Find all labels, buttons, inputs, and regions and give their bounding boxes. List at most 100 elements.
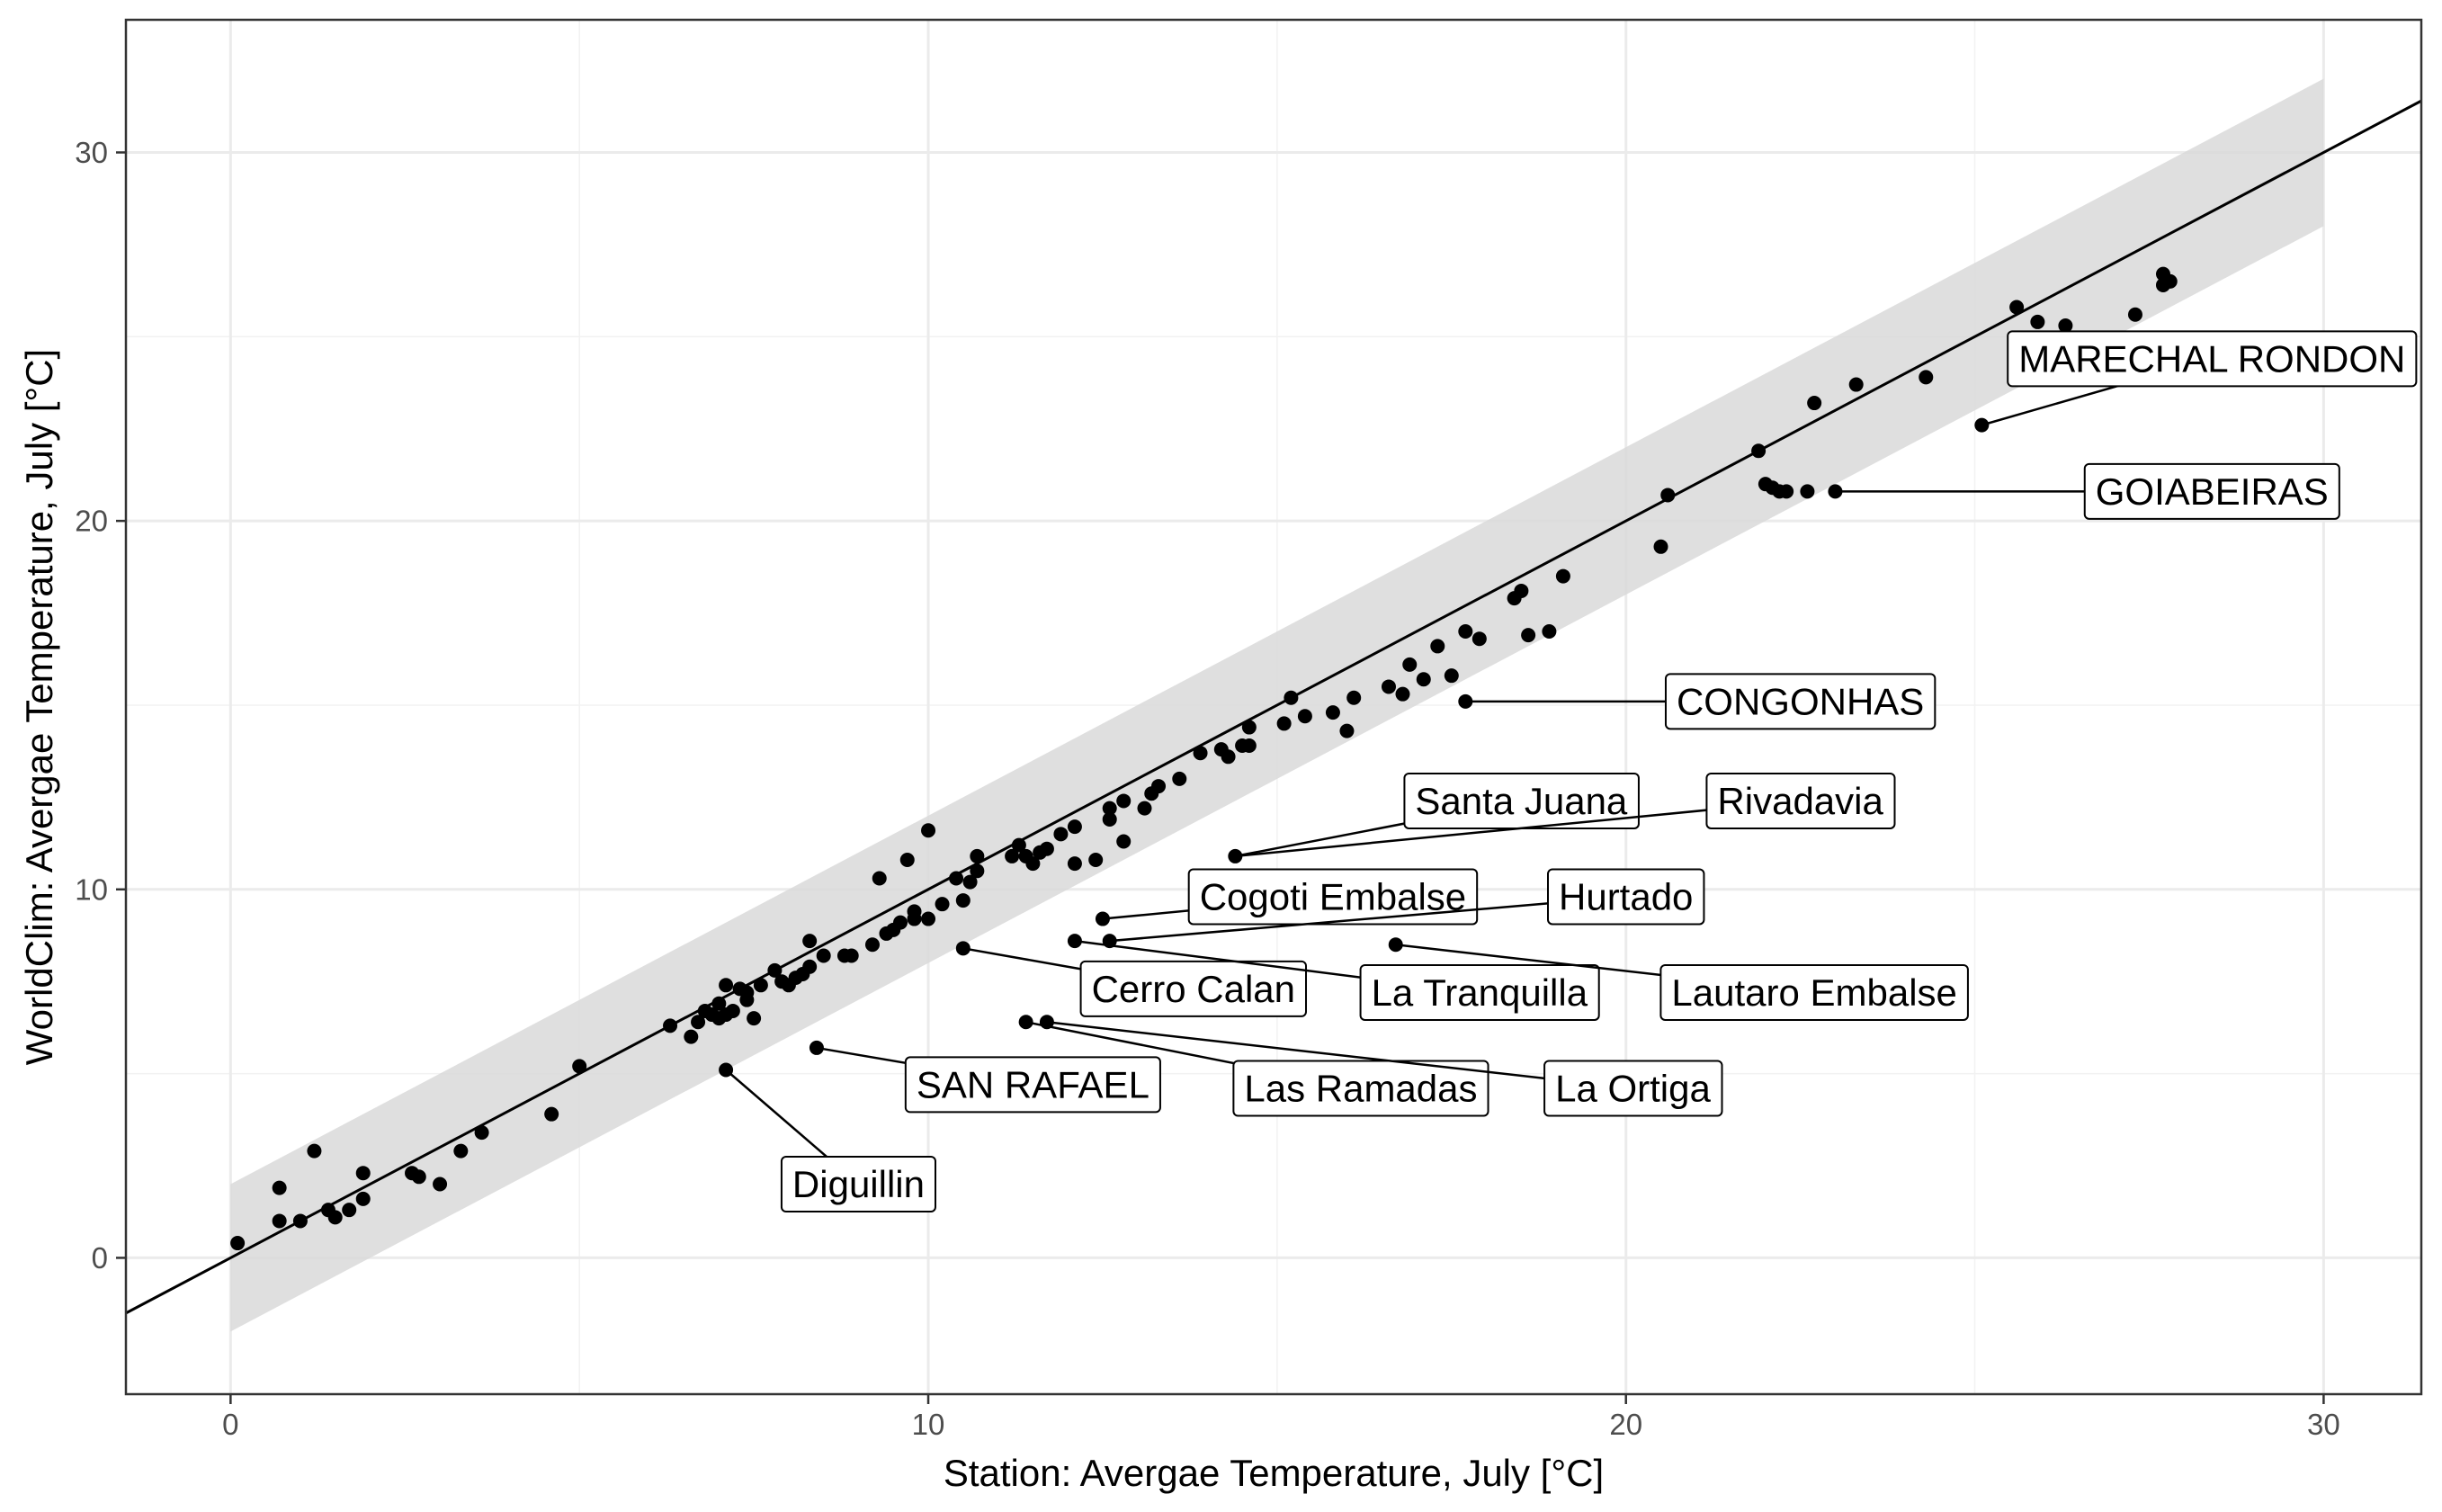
data-point (1514, 583, 1529, 598)
annotation-box (1079, 960, 1308, 1017)
data-point (1137, 801, 1152, 816)
data-point (864, 937, 880, 953)
data-point (899, 853, 915, 868)
x-axis-title: Station: Avergae Temperature, July [°C] (944, 1452, 1604, 1494)
data-point (1555, 568, 1570, 584)
annotation-label: La Tranquilla (1372, 971, 1588, 1014)
annotation-box (904, 1056, 1161, 1114)
data-point (572, 1059, 587, 1074)
data-point (1346, 690, 1362, 705)
data-point (1430, 639, 1445, 654)
data-point (453, 1143, 469, 1159)
data-point (921, 823, 936, 838)
data-point (1297, 709, 1312, 724)
y-tick-label: 30 (75, 136, 108, 169)
data-point (802, 959, 818, 974)
data-point (1151, 779, 1167, 794)
annotation-box (1705, 772, 1896, 829)
annotation-box (1664, 673, 1937, 730)
data-point (1751, 443, 1767, 459)
data-point (663, 1018, 678, 1033)
data-point (1025, 856, 1041, 872)
data-point (327, 1210, 343, 1225)
data-point (816, 948, 831, 963)
annotation-label: Cerro Calan (1092, 968, 1295, 1010)
annotation-box (1359, 963, 1600, 1021)
data-point (1416, 672, 1431, 687)
data-point (1325, 705, 1340, 720)
data-point (1102, 811, 1117, 827)
identity-line (125, 99, 2422, 1315)
data-point (962, 874, 978, 890)
data-point (1779, 484, 1794, 499)
annotation-label: GOIABEIRAS (2096, 470, 2329, 513)
annotation-box (2083, 462, 2340, 520)
data-point (955, 893, 971, 908)
data-point (1102, 801, 1117, 816)
data-point (1039, 841, 1054, 856)
data-point (1241, 738, 1257, 754)
data-point (1241, 720, 1257, 735)
annotation-box (1659, 963, 1969, 1021)
x-tick-label: 0 (222, 1408, 238, 1441)
data-point (684, 1029, 699, 1044)
annotation-leader-line (1046, 1021, 1633, 1090)
data-point (272, 1180, 287, 1195)
data-point (1653, 539, 1668, 554)
data-point (844, 948, 859, 963)
data-point (2127, 307, 2142, 322)
annotation-box (1543, 1060, 1723, 1117)
data-point (2162, 273, 2178, 289)
annotation-label: Lautaro Embalse (1671, 971, 1957, 1014)
y-tick-label: 10 (75, 872, 108, 906)
data-point (1088, 853, 1104, 868)
data-point (2058, 318, 2073, 334)
annotation-label: Hurtado (1559, 875, 1693, 917)
data-point (1053, 827, 1069, 842)
data-point (2009, 300, 2025, 315)
plot-area: MARECHAL RONDON GOIABEIRAS CONGONHAS Santa … (124, 18, 2423, 1396)
data-point (1919, 370, 1934, 385)
data-point (739, 992, 755, 1007)
data-point (970, 848, 985, 863)
data-point (1005, 848, 1020, 863)
data-point (1444, 668, 1459, 684)
x-tick-label: 30 (2307, 1408, 2340, 1441)
x-tick-label: 20 (1609, 1408, 1642, 1441)
data-point (1067, 856, 1082, 872)
data-point (1284, 690, 1299, 705)
data-point (747, 1011, 762, 1026)
data-point (355, 1166, 371, 1181)
data-point (1458, 624, 1473, 640)
data-point (1800, 484, 1815, 499)
data-point (1660, 488, 1676, 503)
annotation-label: SAN RAFAEL (917, 1063, 1149, 1105)
data-point (544, 1106, 559, 1122)
data-point (272, 1213, 287, 1229)
annotation-label: La Ortiga (1555, 1067, 1711, 1109)
x-axis: 0 10 20 30 (222, 1394, 2340, 1441)
data-point (1402, 657, 1418, 672)
data-point (355, 1191, 371, 1206)
data-point (1521, 628, 1536, 643)
data-point (1193, 746, 1208, 761)
data-point (1172, 771, 1187, 786)
data-point (1542, 624, 1557, 640)
annotation-label: Diguillin (792, 1163, 925, 1205)
data-point (753, 978, 768, 993)
y-axis-title: WorldClim: Avergae Temperature, July [°C… (18, 349, 60, 1065)
data-point (802, 934, 818, 949)
data-point (342, 1203, 357, 1218)
data-point (921, 911, 936, 926)
data-point (872, 871, 887, 886)
data-point (1011, 837, 1026, 853)
data-point (970, 863, 985, 879)
data-point (474, 1125, 489, 1141)
data-point (307, 1143, 322, 1159)
data-point (1339, 723, 1355, 738)
data-point (725, 1003, 740, 1018)
data-point (1848, 377, 1864, 392)
annotation-box (1547, 868, 1705, 926)
data-point (1221, 749, 1236, 765)
